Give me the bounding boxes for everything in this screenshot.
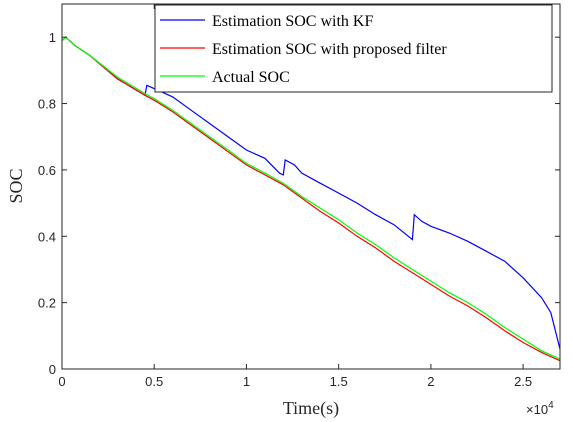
legend-label-kf: Estimation SOC with KF: [212, 13, 373, 30]
y-tick-label: 0.4: [38, 229, 56, 244]
y-tick-label: 0.6: [38, 163, 56, 178]
series-layer: [61, 36, 561, 362]
legend-label-actual: Actual SOC: [212, 69, 290, 86]
series-line-kf: [61, 36, 561, 350]
y-tick-label: 0.8: [38, 97, 56, 112]
x-tick-label: 0: [58, 374, 65, 389]
y-tick-label: 0.2: [38, 296, 56, 311]
legend: Estimation SOC with KF Estimation SOC wi…: [154, 4, 553, 93]
y-tick-label: 0: [49, 362, 56, 377]
series-line-proposed: [61, 36, 561, 362]
y-axis-label: SOC: [6, 168, 26, 203]
x-exponent-base: ×10: [526, 402, 548, 417]
x-tick-label: 2: [427, 374, 434, 389]
x-tick-label: 1.5: [330, 374, 348, 389]
y-tick-label: 1: [49, 30, 56, 45]
x-tick-label: 2.5: [514, 374, 532, 389]
x-tick-label: 0.5: [145, 374, 163, 389]
x-axis-label: Time(s): [283, 398, 339, 419]
legend-box: [154, 4, 553, 93]
x-tick-label: 1: [243, 374, 250, 389]
x-exponent-power: 4: [548, 400, 554, 411]
legend-label-proposed: Estimation SOC with proposed filter: [212, 41, 447, 58]
plot-frame: [61, 3, 561, 370]
series-line-actual: [61, 36, 561, 360]
x-exponent: ×104: [526, 400, 554, 417]
